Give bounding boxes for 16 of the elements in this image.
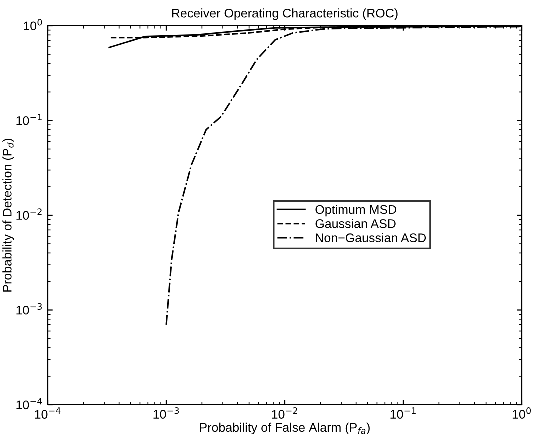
- x-axis-title: Probability of False Alarm (P$_{fa}$): [200, 422, 370, 435]
- legend-label: Gaussian ASD: [316, 219, 396, 228]
- x-tick-label: 10$^{0}$: [512, 408, 532, 419]
- y-axis-title: Probability of Detection (P$_{d}$): [2, 138, 14, 292]
- x-tick-label: 10$^{−2}$: [272, 408, 298, 419]
- y-tick-label: 10$^{−3}$: [16, 303, 42, 315]
- y-tick-label: 10$^{−4}$: [16, 398, 42, 410]
- x-tick-label: 10$^{−3}$: [154, 408, 180, 419]
- chart-title: Receiver Operating Characteristic (ROC): [172, 8, 398, 20]
- y-tick-label: 10$^{−1}$: [16, 114, 42, 126]
- legend-label: Optimum MSD: [316, 204, 397, 217]
- y-tick-label: 10$^{−2}$: [16, 208, 42, 220]
- y-tick-label: 10$^{0}$: [24, 19, 42, 31]
- legend-label: Non−Gaussian ASD: [316, 233, 426, 242]
- x-tick-label: 10$^{−1}$: [390, 408, 416, 419]
- x-tick-label: 10$^{−4}$: [35, 408, 61, 419]
